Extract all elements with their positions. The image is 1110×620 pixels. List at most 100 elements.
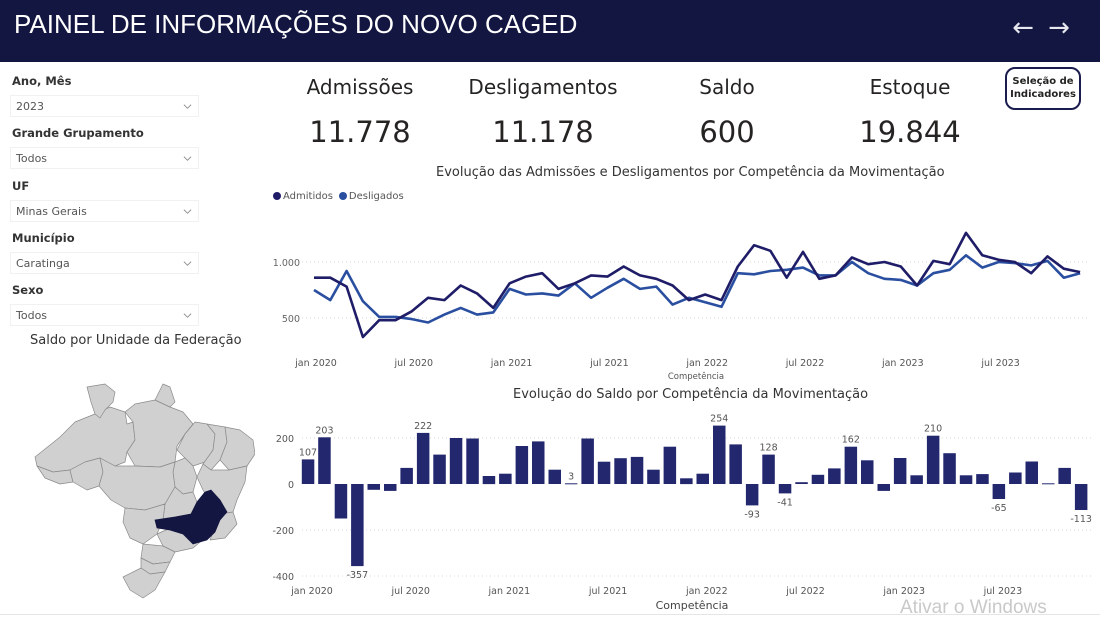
legend-dot-icon bbox=[338, 192, 347, 200]
filter-value: 2023 bbox=[16, 100, 44, 113]
bar bbox=[1025, 461, 1038, 484]
x-tick-label: jan 2021 bbox=[490, 358, 533, 369]
series-line-admitidos bbox=[314, 231, 1081, 339]
filter-municipio-dropdown[interactable]: Caratinga bbox=[10, 252, 199, 274]
bar bbox=[778, 484, 792, 494]
bar-data-label: -93 bbox=[744, 509, 760, 520]
filter-ano-mes-dropdown[interactable]: 2023 bbox=[10, 95, 199, 117]
legend-label: Desligados bbox=[348, 191, 404, 202]
forward-button[interactable]: → bbox=[1044, 13, 1074, 43]
bar bbox=[795, 482, 808, 484]
bar bbox=[745, 484, 759, 506]
filter-label-ano-mes: Ano, Mês bbox=[12, 74, 72, 88]
bar-data-label: 222 bbox=[414, 421, 432, 432]
bar bbox=[1074, 484, 1088, 510]
x-tick-label: jan 2022 bbox=[685, 358, 728, 369]
bar bbox=[597, 461, 611, 484]
y-tick-label: -200 bbox=[272, 526, 294, 537]
bar bbox=[532, 441, 545, 484]
bar bbox=[351, 484, 364, 567]
bar bbox=[614, 458, 627, 484]
bar bbox=[334, 484, 348, 519]
kpi-desligamentos-label: Desligamentos bbox=[468, 75, 618, 99]
x-axis-title: Competência bbox=[656, 599, 729, 612]
chevron-down-icon bbox=[183, 313, 192, 318]
bar bbox=[844, 446, 858, 484]
bar-data-label: -65 bbox=[991, 503, 1007, 514]
x-axis-title: Competência bbox=[668, 371, 724, 382]
bar-data-label: 162 bbox=[842, 435, 860, 446]
bar bbox=[400, 467, 413, 484]
kpi-admissoes-label: Admissões bbox=[306, 75, 414, 99]
brazil-map[interactable] bbox=[15, 362, 255, 602]
state-rr bbox=[86, 383, 116, 419]
bar bbox=[811, 474, 825, 484]
selecao-indicadores-button[interactable]: Seleção de Indicadores bbox=[1005, 67, 1081, 110]
bar bbox=[416, 432, 430, 484]
bar bbox=[367, 484, 380, 490]
state-mg-highlighted bbox=[154, 489, 228, 545]
state-rs bbox=[122, 567, 166, 599]
bar bbox=[713, 425, 726, 484]
line-chart: 500 1.000 jan 2020 jul 2020 jan 2021 jul 2021… bbox=[273, 231, 1091, 382]
filter-sexo-dropdown[interactable]: Todos bbox=[10, 304, 199, 326]
y-tick-label: 200 bbox=[276, 434, 294, 445]
x-tick-label: jan 2020 bbox=[290, 586, 333, 597]
bar bbox=[959, 475, 973, 484]
bar bbox=[976, 474, 989, 484]
bar bbox=[762, 454, 775, 484]
legend-item-desligados[interactable]: Desligados bbox=[338, 191, 404, 202]
bar bbox=[893, 458, 907, 484]
kpi-saldo-value: 600 bbox=[699, 115, 755, 149]
y-tick-label: 0 bbox=[288, 480, 294, 491]
bar bbox=[449, 438, 463, 484]
bar bbox=[828, 468, 841, 484]
bar bbox=[729, 444, 742, 484]
filter-label-sexo: Sexo bbox=[12, 283, 44, 297]
series-line-desligados bbox=[313, 253, 1081, 324]
bar bbox=[581, 438, 594, 484]
y-tick-label: 500 bbox=[282, 314, 300, 325]
filter-label-municipio: Município bbox=[12, 231, 75, 245]
legend-label: Admitidos bbox=[283, 191, 333, 202]
filter-label-grande-grupamento: Grande Grupamento bbox=[12, 126, 144, 140]
kpi-admissoes-value: 11.778 bbox=[309, 115, 411, 149]
x-tick-label: jul 2020 bbox=[390, 586, 430, 597]
bar bbox=[384, 484, 397, 491]
kpi-estoque-value: 19.844 bbox=[859, 115, 961, 149]
line-chart-title: Evolução das Admissões e Desligamentos p… bbox=[436, 165, 945, 180]
bar bbox=[548, 469, 561, 484]
filter-grande-grupamento-dropdown[interactable]: Todos bbox=[10, 147, 199, 169]
bar-data-label: -113 bbox=[1070, 514, 1092, 525]
filter-uf-dropdown[interactable]: Minas Gerais bbox=[10, 200, 199, 222]
bar-data-label: -41 bbox=[777, 497, 793, 508]
bar bbox=[1009, 472, 1022, 484]
x-tick-label: jul 2022 bbox=[785, 358, 825, 369]
back-button[interactable]: ← bbox=[1008, 13, 1038, 43]
bar bbox=[1042, 483, 1055, 485]
kpi-desligamentos-value: 11.178 bbox=[492, 115, 594, 149]
chevron-down-icon bbox=[183, 104, 192, 109]
bar bbox=[861, 460, 874, 484]
x-tick-label: jul 2020 bbox=[394, 358, 434, 369]
bar bbox=[433, 454, 446, 484]
legend-item-admitidos[interactable]: Admitidos bbox=[273, 191, 333, 202]
bar bbox=[1058, 467, 1071, 484]
x-tick-label: jul 2021 bbox=[588, 586, 628, 597]
chevron-down-icon bbox=[183, 156, 192, 161]
state-mt bbox=[98, 457, 176, 511]
bar bbox=[630, 456, 644, 484]
filter-value: Minas Gerais bbox=[16, 205, 87, 218]
filter-value: Caratinga bbox=[16, 257, 70, 270]
arrow-left-icon: ← bbox=[1012, 13, 1034, 43]
bar bbox=[647, 469, 660, 484]
bar-data-label: -357 bbox=[347, 570, 369, 581]
bar bbox=[301, 459, 315, 484]
bar bbox=[499, 473, 512, 484]
bar bbox=[696, 473, 709, 484]
arrow-right-icon: → bbox=[1048, 13, 1070, 43]
bar-data-label: 107 bbox=[299, 447, 317, 458]
state-ap bbox=[154, 383, 176, 408]
x-tick-label: jul 2021 bbox=[589, 358, 629, 369]
bar-data-label: 203 bbox=[315, 425, 333, 436]
